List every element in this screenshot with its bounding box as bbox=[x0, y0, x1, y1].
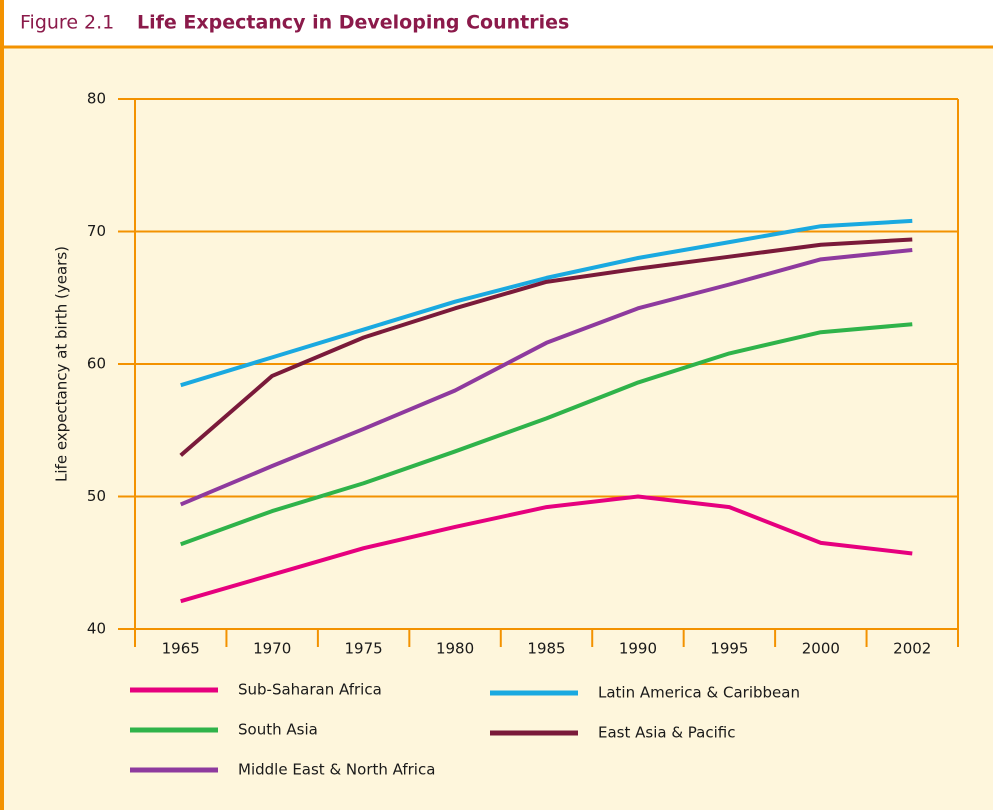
x-tick-label: 2000 bbox=[802, 640, 840, 658]
x-tick-label: 1980 bbox=[436, 640, 474, 658]
series-line bbox=[180, 494, 913, 604]
y-tick-label: 60 bbox=[87, 355, 106, 373]
x-tick-label: 1965 bbox=[162, 640, 200, 658]
y-axis-label: Life expectancy at birth (years) bbox=[53, 246, 71, 482]
series-line bbox=[180, 322, 913, 547]
legend-label: Sub-Saharan Africa bbox=[238, 681, 382, 699]
legend-label: East Asia & Pacific bbox=[598, 724, 735, 742]
legend-label: Latin America & Caribbean bbox=[598, 684, 800, 702]
series-line bbox=[180, 218, 913, 388]
x-tick-label: 1970 bbox=[253, 640, 291, 658]
x-tick-label: 1995 bbox=[710, 640, 748, 658]
series-line bbox=[179, 237, 913, 457]
y-tick-label: 50 bbox=[87, 487, 106, 505]
x-tick-label: 2002 bbox=[893, 640, 931, 658]
y-tick-label: 80 bbox=[87, 90, 106, 108]
legend-label: Middle East & North Africa bbox=[238, 761, 435, 779]
y-tick-label: 40 bbox=[87, 620, 106, 638]
legend-label: South Asia bbox=[238, 721, 318, 739]
x-tick-label: 1985 bbox=[527, 640, 565, 658]
series-line bbox=[179, 248, 913, 507]
y-tick-label: 70 bbox=[87, 222, 106, 240]
chart-title: Life Expectancy in Developing Countries bbox=[137, 12, 569, 34]
x-tick-label: 1990 bbox=[619, 640, 657, 658]
figure-label: Figure 2.1 bbox=[20, 12, 114, 34]
x-tick-label: 1975 bbox=[345, 640, 383, 658]
header bbox=[0, 0, 993, 46]
